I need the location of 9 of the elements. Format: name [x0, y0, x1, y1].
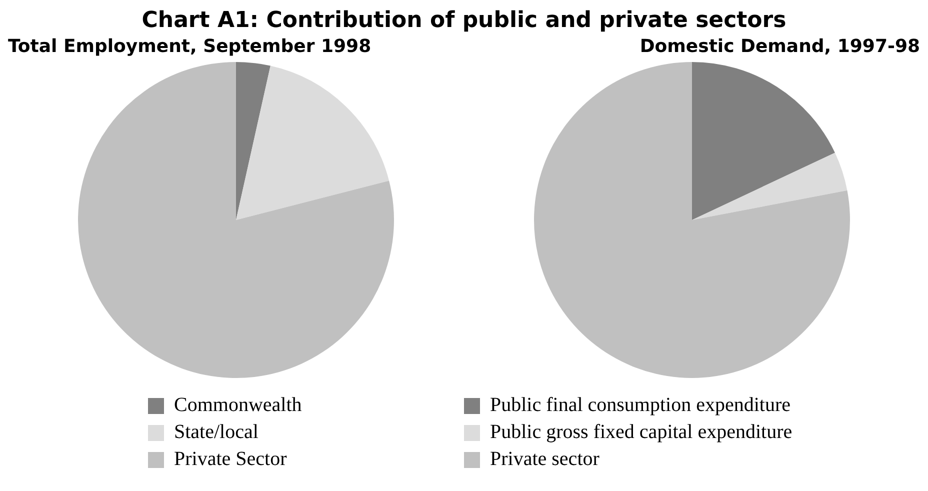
legend-label: Private Sector: [174, 448, 287, 471]
chart-subtitle: Total Employment, September 1998: [8, 36, 372, 59]
legend-label: Commonwealth: [174, 394, 302, 417]
legend-label: Public gross fixed capital expenditure: [490, 421, 792, 444]
legend-label: Private sector: [490, 448, 600, 471]
chart-subtitle: Domestic Demand, 1997-98: [638, 36, 920, 59]
legend-label: State/local: [174, 421, 258, 444]
legend-label: Public final consumption expenditure: [490, 394, 790, 417]
text: Chart A1: Contribution of public and private sectors: [140, 8, 788, 35]
